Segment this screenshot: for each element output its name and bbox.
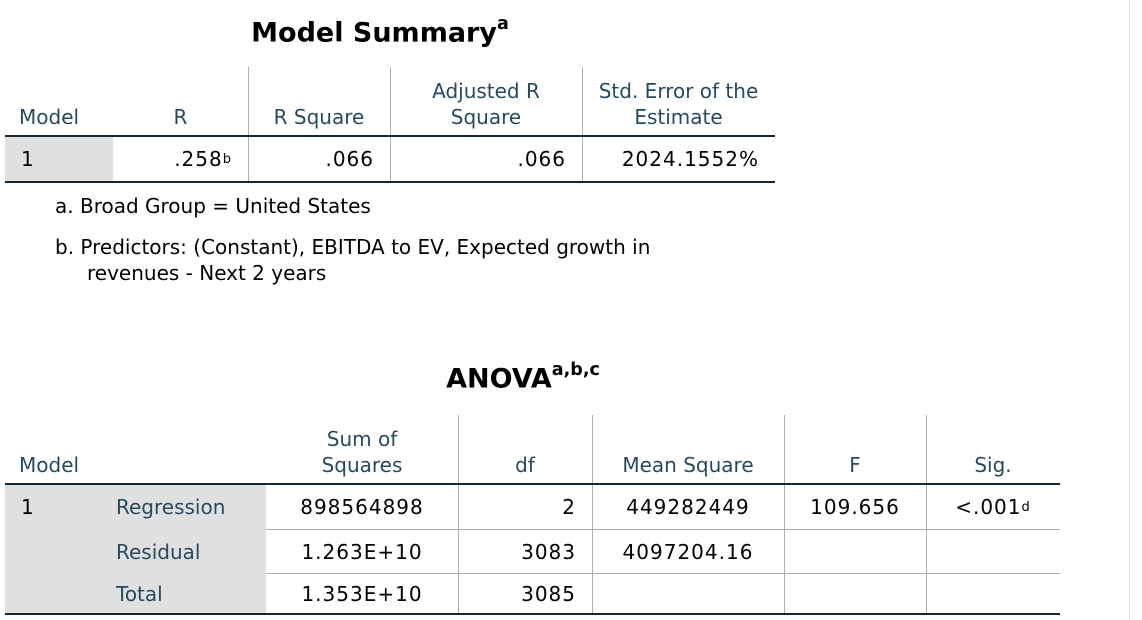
table-rule	[390, 67, 391, 182]
column-header: Model	[5, 410, 100, 484]
table-cell: 1.353E+10	[266, 574, 458, 613]
title-footnote-mark: a,b,c	[551, 360, 600, 380]
table-cell: 2	[458, 485, 592, 529]
cell-text: 1.263E+10	[301, 539, 423, 564]
header-text: Mean Square	[622, 453, 754, 477]
column-header: Mean Square	[592, 410, 784, 484]
table-cell: .258 b	[113, 137, 248, 181]
row-label-bg	[5, 485, 266, 613]
cell-footnote-mark: b	[222, 151, 232, 167]
header-text: Model	[19, 453, 80, 477]
header-text: F	[849, 453, 861, 477]
header-text: df	[515, 453, 535, 477]
header-text: Sig.	[974, 453, 1012, 477]
table-cell: 4097204.16	[592, 530, 784, 573]
cell-text: 109.656	[810, 495, 900, 519]
cell-text: 3083	[521, 539, 576, 564]
header-text: Adjusted R Square	[432, 79, 540, 129]
cell-text: Total	[116, 581, 163, 606]
header-text: R	[173, 105, 188, 129]
column-header: Std. Error of the Estimate	[582, 60, 775, 136]
table-rule	[592, 415, 593, 614]
cell-text: 2	[562, 495, 576, 519]
cell-text: 1	[21, 147, 35, 171]
table-rule	[5, 181, 775, 183]
table-cell: .066	[390, 137, 582, 181]
table-rule	[458, 415, 459, 614]
table-title: ANOVAa,b,c	[446, 360, 600, 394]
cell-text: 1	[21, 495, 35, 519]
header-text: Sum of Squares	[321, 427, 403, 477]
table-cell: <.001 d	[926, 485, 1060, 529]
table-rule	[5, 483, 1060, 485]
cell-text: 898564898	[300, 495, 424, 519]
row-label-bg	[5, 137, 113, 181]
table-rule	[5, 613, 1060, 615]
table-rule	[266, 529, 1060, 530]
column-header: Adjusted R Square	[390, 60, 582, 136]
table-cell: .066	[248, 137, 390, 181]
cell-text: Residual	[116, 539, 201, 564]
table-cell: 898564898	[266, 485, 458, 529]
column-header: R	[113, 60, 248, 136]
table-cell: 1	[5, 485, 100, 529]
table-cell: 109.656	[784, 485, 926, 529]
title-text: Model Summary	[251, 17, 497, 49]
cell-footnote-mark: d	[1021, 499, 1031, 515]
header-text: Model	[19, 105, 80, 129]
column-header: F	[784, 410, 926, 484]
table-cell: Residual	[100, 530, 266, 573]
header-text: R Square	[273, 105, 365, 129]
cell-text: .258	[174, 147, 223, 171]
cell-text: .066	[325, 147, 374, 171]
cell-text: 449282449	[626, 495, 750, 519]
table-rule	[248, 67, 249, 182]
table-rule	[266, 573, 1060, 574]
table-rule	[582, 67, 583, 182]
table-cell: 1.263E+10	[266, 530, 458, 573]
title-text: ANOVA	[446, 363, 552, 395]
cell-text: 4097204.16	[622, 539, 754, 564]
table-rule	[926, 415, 927, 614]
column-header: Model	[5, 60, 113, 136]
cell-text: 1.353E+10	[301, 581, 423, 606]
table-cell: Regression	[100, 485, 266, 529]
table-rule	[5, 135, 775, 137]
table-title: Model Summarya	[251, 14, 509, 48]
cell-text: <.001	[955, 495, 1022, 519]
table-cell: 3083	[458, 530, 592, 573]
footnote: a. Broad Group = United States	[55, 194, 371, 218]
table-cell: 449282449	[592, 485, 784, 529]
table-cell: 2024.1552%	[582, 137, 775, 181]
cell-text: .066	[517, 147, 566, 171]
table-cell: Total	[100, 574, 266, 613]
column-header: df	[458, 410, 592, 484]
cell-text: 3085	[521, 581, 576, 606]
panel-edge	[1129, 0, 1130, 620]
header-text: Std. Error of the Estimate	[598, 79, 759, 129]
table-rule	[784, 415, 785, 614]
cell-text: Regression	[116, 495, 226, 519]
table-cell: 3085	[458, 574, 592, 613]
title-footnote-mark: a	[496, 14, 509, 34]
column-header: R Square	[248, 60, 390, 136]
column-header: Sum of Squares	[266, 410, 458, 484]
cell-text: 2024.1552%	[621, 147, 759, 171]
column-header: Sig.	[926, 410, 1060, 484]
table-cell: 1	[5, 137, 113, 181]
footnote: b. Predictors: (Constant), EBITDA to EV,…	[55, 235, 651, 285]
